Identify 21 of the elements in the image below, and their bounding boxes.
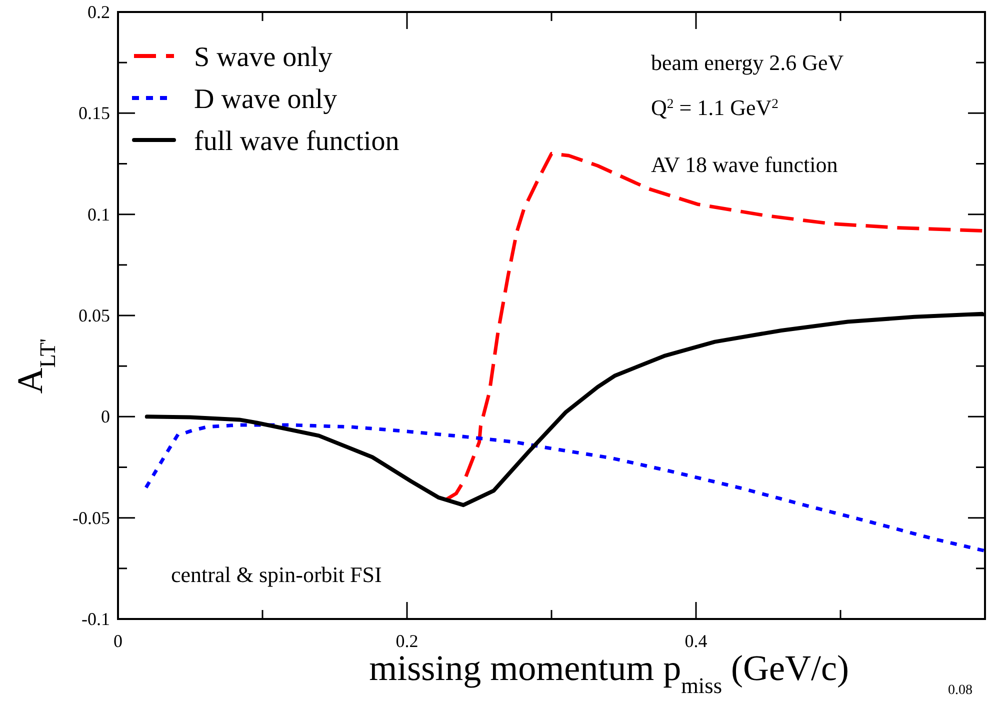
legend-label: D wave only xyxy=(194,84,338,115)
x-tick-label: 0.4 xyxy=(684,631,708,651)
legend-label: full wave function xyxy=(194,126,400,157)
y-tick-label: 0.1 xyxy=(88,204,110,224)
y-tick-label: -0.05 xyxy=(72,508,110,528)
y-tick-label: 0.2 xyxy=(88,2,110,22)
line-series xyxy=(145,423,984,552)
line-series xyxy=(444,152,984,502)
legend-label: S wave only xyxy=(194,42,332,73)
text: 0.08 xyxy=(948,683,972,698)
y-tick-label: 0 xyxy=(101,406,110,427)
annotation: AV 18 wave function xyxy=(651,152,838,177)
annotation: Q$^{2}$ = 1.1 GeV$^{2}$ xyxy=(651,95,779,120)
x-tick-label: 0 xyxy=(114,631,122,651)
y-tick-label: 0.05 xyxy=(78,306,110,326)
y-tick-label: -0.1 xyxy=(82,609,110,629)
annotation: central & spin-orbit FSI xyxy=(171,562,382,587)
x-axis-title: missing momentum p$_{miss}$ (GeV/c) xyxy=(369,648,849,698)
annotation: beam energy 2.6 GeV xyxy=(651,50,844,75)
y-tick-label: 0.15 xyxy=(78,103,110,124)
x-tick-label: 0.2 xyxy=(396,631,418,651)
